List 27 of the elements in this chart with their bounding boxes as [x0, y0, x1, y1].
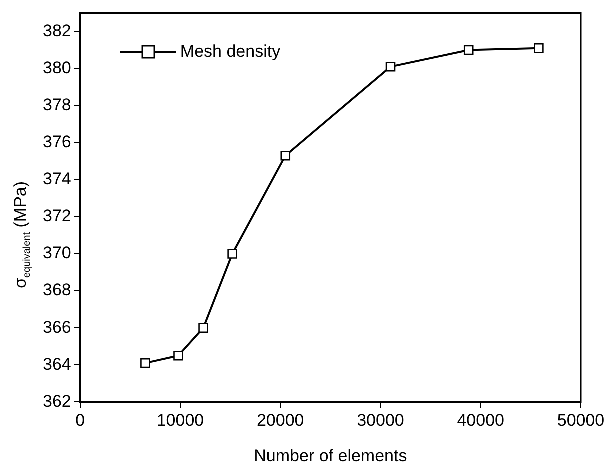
- x-tick-label: 50000: [557, 411, 605, 430]
- y-tick-label: 372: [42, 206, 72, 226]
- y-tick-label: 376: [42, 132, 72, 152]
- x-tick-label: 10000: [156, 411, 204, 430]
- point: [174, 351, 184, 361]
- y-tick-label: 374: [42, 170, 72, 189]
- x-tick-label: 30000: [357, 411, 404, 430]
- y-tick-label: 378: [42, 96, 72, 115]
- y-tick-label: 370: [42, 244, 72, 263]
- x-tick-label: 0: [76, 411, 86, 430]
- legend-label: Mesh density: [180, 42, 282, 61]
- point: [386, 62, 396, 72]
- point: [228, 249, 238, 259]
- point: [198, 323, 208, 333]
- point: [280, 150, 291, 161]
- y-tick-label: 366: [42, 318, 72, 337]
- y-tick-label: 362: [42, 392, 72, 411]
- y-tick-label: 382: [42, 21, 72, 40]
- point: [464, 45, 474, 56]
- y-tick-label: 364: [42, 354, 72, 374]
- x-tick-label: 20000: [256, 411, 304, 430]
- y-tick-label: 380: [42, 58, 72, 78]
- point: [140, 358, 150, 368]
- point: [534, 44, 544, 54]
- y-tick-label: 368: [42, 280, 72, 300]
- x-axis-title: Number of elements: [254, 446, 408, 466]
- x-tick-label: 40000: [457, 411, 505, 430]
